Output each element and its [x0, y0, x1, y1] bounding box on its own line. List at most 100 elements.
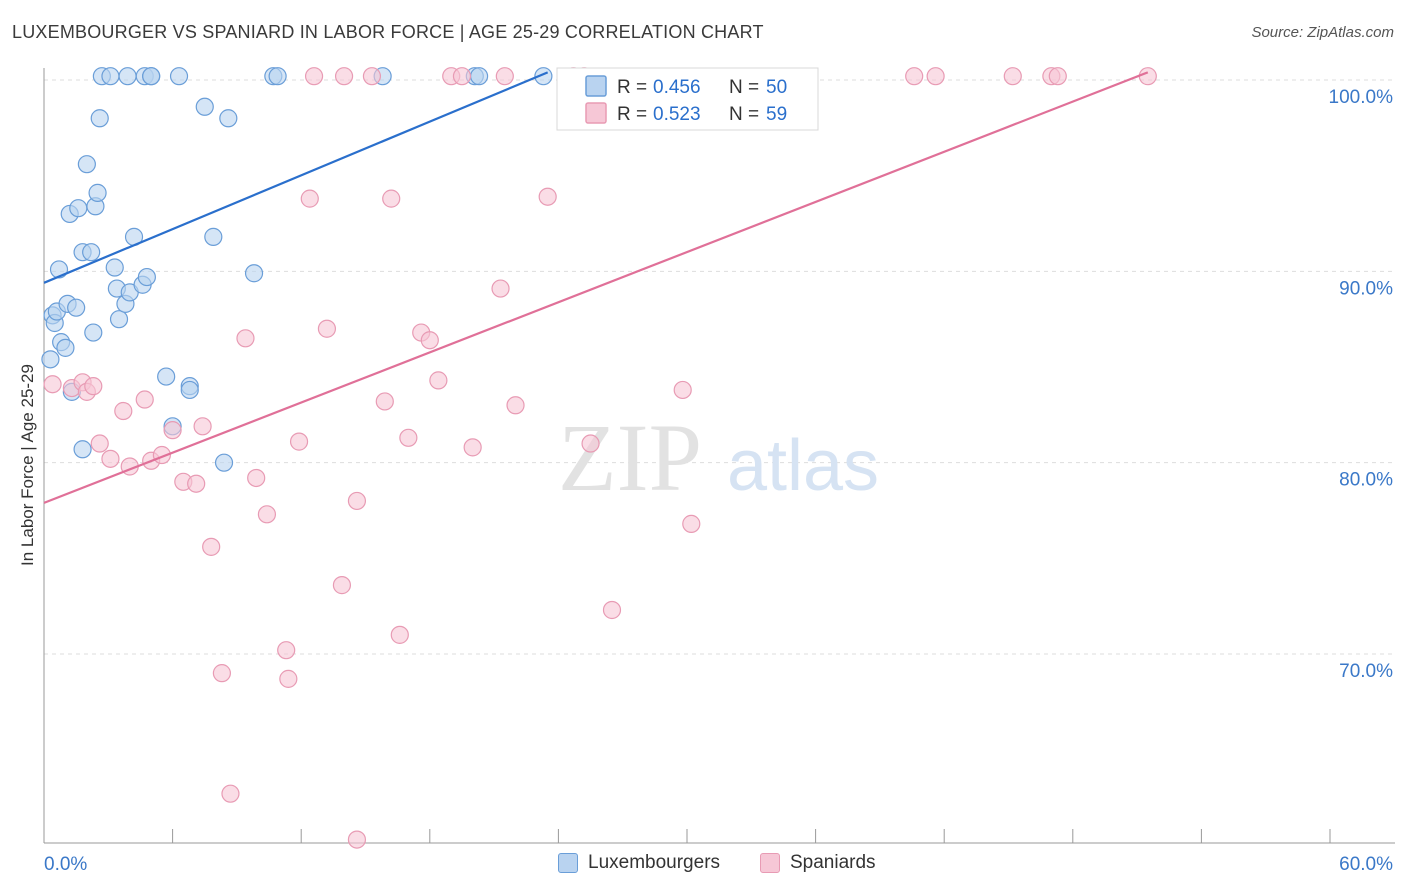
point-spaniards-19	[236, 329, 255, 348]
point-spaniards-52	[682, 514, 701, 533]
watermark-atlas: atlas	[727, 426, 879, 506]
point-spaniards-31	[347, 830, 367, 849]
legend-r-value-1: 0.456	[653, 77, 701, 98]
point-luxembourgers-34	[157, 367, 176, 386]
watermark-zip: ZIP	[558, 404, 702, 511]
point-spaniards-22	[279, 669, 298, 688]
legend-label-spaniards: Spaniards	[790, 852, 876, 873]
point-luxembourgers-38	[180, 380, 199, 400]
point-spaniards-12	[163, 421, 182, 440]
point-luxembourgers-17	[88, 183, 107, 202]
point-luxembourgers-31	[137, 267, 156, 287]
legend-n-label-2: N =	[729, 104, 759, 125]
point-spaniards-6	[101, 449, 120, 468]
point-spaniards-21	[257, 505, 277, 524]
point-luxembourgers-14	[82, 243, 101, 262]
point-spaniards-38	[420, 331, 439, 350]
point-spaniards-35	[390, 625, 409, 644]
correlation-legend: R = 0.456 N = 50 R = 0.523 N = 59	[556, 67, 819, 131]
point-spaniards-0	[43, 375, 62, 394]
legend-label-luxembourgers: Luxembourgers	[588, 852, 721, 873]
point-luxembourgers-21	[101, 67, 120, 86]
legend-r-value-2: 0.523	[653, 104, 701, 125]
y-tick-label-0: 100.0%	[1329, 87, 1394, 108]
trend-line-spaniards	[43, 71, 1149, 504]
point-spaniards-20	[247, 468, 266, 488]
point-luxembourgers-27	[118, 67, 137, 86]
point-spaniards-50	[602, 600, 622, 620]
legend-swatch-pink	[760, 853, 780, 873]
point-luxembourgers-19	[90, 109, 109, 128]
point-luxembourgers-45	[268, 67, 287, 86]
point-spaniards-7	[114, 401, 133, 421]
legend-r-label-1: R =	[617, 77, 647, 98]
legend-n-label-1: N =	[729, 77, 759, 98]
y-tick-label-1: 90.0%	[1339, 278, 1393, 299]
series-legend: Luxembourgers Spaniards	[0, 852, 1406, 878]
legend-n-value-2: 59	[766, 104, 787, 125]
point-luxembourgers-6	[56, 338, 75, 357]
point-spaniards-39	[429, 371, 448, 390]
point-spaniards-36	[399, 428, 418, 447]
point-spaniards-42	[463, 438, 482, 457]
point-spaniards-34	[382, 189, 401, 208]
point-spaniards-30	[347, 491, 367, 511]
point-luxembourgers-11	[69, 199, 88, 218]
legend-r-label-2: R =	[617, 104, 647, 125]
trend-line-luxembourgers	[43, 71, 549, 284]
point-spaniards-49	[581, 434, 600, 453]
point-spaniards-28	[332, 576, 352, 595]
point-spaniards-24	[289, 432, 309, 451]
point-spaniards-43	[491, 279, 510, 298]
point-spaniards-4	[84, 377, 103, 396]
point-spaniards-5	[90, 434, 109, 453]
grid-lines	[44, 79, 1395, 655]
point-spaniards-58	[1138, 67, 1157, 86]
point-spaniards-32	[362, 67, 382, 86]
point-spaniards-55	[1003, 67, 1022, 86]
chart-source: Source: ZipAtlas.com	[1251, 24, 1394, 41]
legend-n-value-1: 50	[766, 77, 787, 98]
point-luxembourgers-36	[169, 67, 189, 86]
point-luxembourgers-49	[534, 67, 553, 86]
point-luxembourgers-0	[41, 350, 60, 369]
point-spaniards-54	[926, 67, 945, 86]
legend-item-spaniards[interactable]: Spaniards	[760, 852, 876, 874]
x-tick-label-left: 0.0%	[44, 854, 87, 875]
axes	[43, 68, 1395, 844]
point-spaniards-9	[135, 390, 154, 409]
legend-swatch-spaniards	[585, 102, 607, 124]
point-spaniards-16	[202, 537, 221, 556]
point-luxembourgers-40	[204, 227, 223, 246]
point-luxembourgers-22	[105, 258, 124, 277]
point-spaniards-26	[304, 67, 324, 86]
point-spaniards-53	[905, 67, 924, 86]
point-spaniards-25	[300, 189, 319, 208]
point-luxembourgers-15	[84, 323, 103, 342]
point-spaniards-57	[1048, 67, 1067, 86]
tick-labels: 100.0% 90.0% 80.0% 70.0% 0.0% 60.0%	[44, 87, 1393, 875]
watermark: ZIP atlas	[558, 404, 879, 511]
point-luxembourgers-42	[219, 109, 238, 128]
point-luxembourgers-41	[214, 453, 234, 472]
trend-lines	[43, 71, 1149, 504]
point-luxembourgers-48	[469, 67, 489, 86]
point-spaniards-45	[506, 396, 525, 415]
point-luxembourgers-43	[244, 264, 264, 283]
point-spaniards-23	[277, 641, 296, 660]
legend-swatch-luxembourgers	[585, 75, 607, 97]
point-spaniards-15	[193, 417, 212, 436]
point-luxembourgers-39	[195, 97, 214, 116]
point-spaniards-44	[495, 67, 514, 86]
point-spaniards-27	[317, 319, 337, 338]
point-spaniards-51	[673, 380, 692, 400]
x-tick-label-right: 60.0%	[1339, 854, 1393, 875]
point-luxembourgers-12	[77, 155, 96, 174]
point-spaniards-14	[187, 474, 206, 493]
point-luxembourgers-18	[73, 440, 92, 459]
point-spaniards-41	[452, 67, 472, 86]
legend-item-luxembourgers[interactable]: Luxembourgers	[558, 852, 720, 874]
y-tick-label-2: 80.0%	[1339, 470, 1393, 491]
legend-swatch-blue	[558, 853, 578, 873]
